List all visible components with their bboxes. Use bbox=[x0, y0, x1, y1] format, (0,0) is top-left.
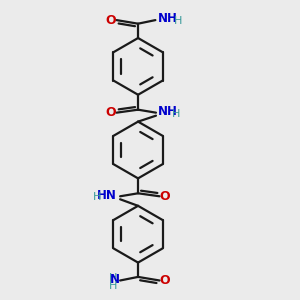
Text: H: H bbox=[174, 16, 182, 26]
Text: NH: NH bbox=[158, 12, 178, 26]
Text: H: H bbox=[172, 109, 181, 119]
Text: O: O bbox=[160, 190, 170, 203]
Text: H: H bbox=[109, 281, 117, 292]
Text: NH: NH bbox=[158, 105, 177, 118]
Text: O: O bbox=[106, 106, 116, 119]
Text: HN: HN bbox=[97, 189, 117, 202]
Text: H: H bbox=[109, 273, 117, 283]
Text: H: H bbox=[93, 193, 101, 202]
Text: O: O bbox=[160, 274, 170, 287]
Text: O: O bbox=[106, 14, 116, 27]
Text: N: N bbox=[110, 273, 119, 286]
